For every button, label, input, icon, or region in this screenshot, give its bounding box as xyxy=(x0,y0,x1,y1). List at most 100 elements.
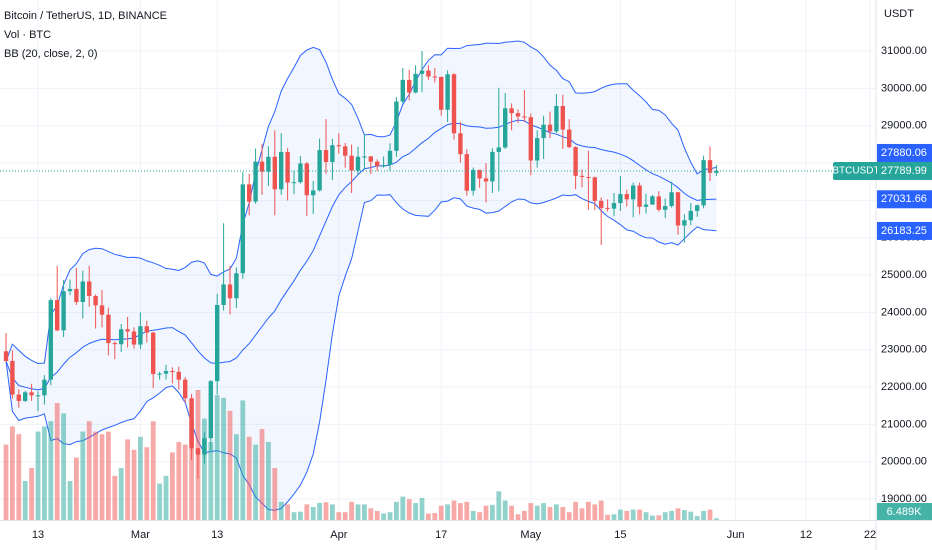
volume-bar xyxy=(426,513,431,520)
volume-bar xyxy=(656,515,662,520)
candle-body xyxy=(125,329,130,332)
candle-body xyxy=(247,184,252,202)
volume-bar xyxy=(349,501,354,520)
volume-bar xyxy=(29,468,34,520)
candle-body xyxy=(695,205,700,211)
candle-body xyxy=(560,106,565,130)
volume-bar xyxy=(42,426,47,520)
candle-body xyxy=(215,304,220,382)
volume-bar xyxy=(470,510,476,520)
candle-body xyxy=(279,151,284,190)
volume-tag-text: 6.489K xyxy=(887,506,923,518)
x-tick-label: 15 xyxy=(614,529,626,541)
volume-bar xyxy=(419,497,425,520)
volume-bar xyxy=(48,421,54,520)
volume-bar xyxy=(285,504,290,520)
candle-body xyxy=(311,190,316,196)
volume-bar xyxy=(221,397,226,520)
candle-body xyxy=(509,108,514,114)
candle-body xyxy=(80,281,85,302)
volume-bar xyxy=(458,503,463,520)
volume-bar xyxy=(586,501,591,520)
volume-bar xyxy=(163,475,169,520)
candle-body xyxy=(163,371,169,374)
volume-bar xyxy=(579,508,585,520)
volume-bar xyxy=(707,509,713,520)
volume-legend: Vol · BTC xyxy=(4,29,51,41)
candle-body xyxy=(650,196,655,205)
candle-body xyxy=(618,194,623,204)
volume-tag xyxy=(877,503,932,520)
volume-bar xyxy=(112,475,118,520)
candle-body xyxy=(208,381,213,439)
candle-body xyxy=(522,116,527,118)
candle-body xyxy=(183,379,188,399)
band-tag xyxy=(877,143,932,162)
y-tick-label: 21000.00 xyxy=(881,418,927,430)
x-tick-label: Apr xyxy=(330,529,347,541)
y-tick-label: 23000.00 xyxy=(881,344,927,356)
candle-body xyxy=(176,371,181,380)
candle-body xyxy=(304,163,309,196)
candle-body xyxy=(170,371,175,373)
x-tick-label: Mar xyxy=(131,529,150,541)
candle-body xyxy=(349,155,354,171)
x-tick-label: 12 xyxy=(800,529,812,541)
candle-body xyxy=(10,360,15,395)
candle-body xyxy=(426,70,431,77)
volume-bar xyxy=(67,481,73,520)
candle-body xyxy=(714,170,719,173)
candle-body xyxy=(413,73,418,93)
volume-bar xyxy=(35,431,41,520)
volume-bar xyxy=(54,403,60,520)
candle-body xyxy=(195,448,201,455)
volume-bar xyxy=(509,505,514,520)
candle-body xyxy=(42,379,47,396)
candle-body xyxy=(688,210,693,221)
candle-body xyxy=(471,169,476,191)
candle-body xyxy=(407,79,412,93)
candle-body xyxy=(656,196,661,210)
candle-body xyxy=(643,204,649,207)
volume-bar xyxy=(157,483,162,520)
candle-body xyxy=(547,124,553,132)
candle-body xyxy=(675,192,681,226)
candle-body xyxy=(55,300,60,331)
volume-bar xyxy=(624,510,630,520)
candle-body xyxy=(599,200,604,208)
candle-body xyxy=(330,145,335,163)
y-tick-label: 22000.00 xyxy=(881,381,927,393)
candle-body xyxy=(515,113,521,117)
x-tick-label: 17 xyxy=(435,529,447,541)
candle-body xyxy=(272,156,277,190)
candle-body xyxy=(535,138,540,161)
volume-bar xyxy=(304,504,310,520)
volume-bar xyxy=(336,512,342,520)
volume-bar xyxy=(125,439,130,520)
candle-body xyxy=(112,343,117,345)
y-tick-label: 24000.00 xyxy=(881,306,927,318)
volume-bar xyxy=(554,504,559,520)
volume-bar xyxy=(310,507,316,520)
volume-bar xyxy=(131,449,137,520)
candle-body xyxy=(663,206,668,210)
volume-bar xyxy=(445,504,450,520)
volume-bar xyxy=(253,444,258,520)
candle-body xyxy=(381,164,386,167)
candle-body xyxy=(336,145,341,147)
volume-bar xyxy=(528,503,534,520)
volume-bar xyxy=(317,502,322,520)
band-tag-text: 27880.06 xyxy=(881,147,927,159)
bb-lower xyxy=(5,194,717,511)
candle-body xyxy=(240,184,245,274)
y-tick-label: 19000.00 xyxy=(881,493,927,505)
plot xyxy=(0,40,876,520)
volume-bar xyxy=(675,508,681,520)
y-tick-label: 31000.00 xyxy=(881,45,927,57)
volume-bar xyxy=(61,413,66,520)
volume-bar xyxy=(560,507,566,520)
volume-bar xyxy=(150,421,156,520)
candle-body xyxy=(362,156,367,158)
volume-bar xyxy=(189,418,194,520)
